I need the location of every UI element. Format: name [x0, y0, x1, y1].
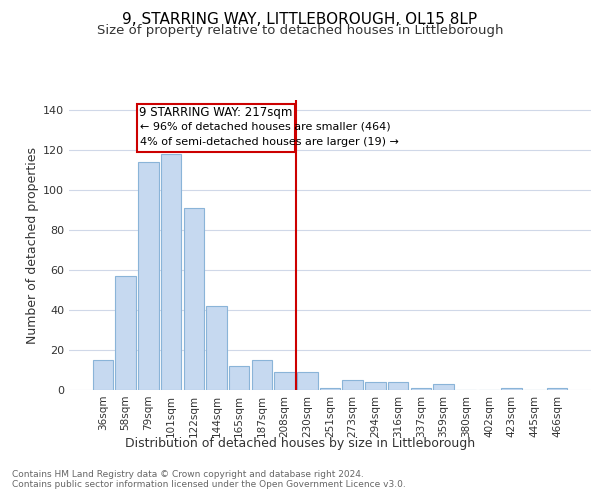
Bar — [206, 306, 227, 390]
Bar — [297, 372, 317, 390]
Text: Contains public sector information licensed under the Open Government Licence v3: Contains public sector information licen… — [12, 480, 406, 489]
Bar — [138, 162, 158, 390]
Text: Contains HM Land Registry data © Crown copyright and database right 2024.: Contains HM Land Registry data © Crown c… — [12, 470, 364, 479]
Bar — [161, 154, 181, 390]
Text: Size of property relative to detached houses in Littleborough: Size of property relative to detached ho… — [97, 24, 503, 37]
Bar — [115, 276, 136, 390]
Bar — [410, 388, 431, 390]
Text: Distribution of detached houses by size in Littleborough: Distribution of detached houses by size … — [125, 438, 475, 450]
Bar — [343, 380, 363, 390]
Text: 9 STARRING WAY: 217sqm: 9 STARRING WAY: 217sqm — [139, 106, 293, 119]
Bar — [229, 366, 250, 390]
FancyBboxPatch shape — [137, 104, 295, 152]
Bar — [365, 382, 386, 390]
Bar — [251, 360, 272, 390]
Text: 4% of semi-detached houses are larger (19) →: 4% of semi-detached houses are larger (1… — [140, 137, 399, 147]
Bar — [502, 388, 522, 390]
Bar — [547, 388, 567, 390]
Bar — [93, 360, 113, 390]
Bar — [320, 388, 340, 390]
Y-axis label: Number of detached properties: Number of detached properties — [26, 146, 39, 344]
Text: ← 96% of detached houses are smaller (464): ← 96% of detached houses are smaller (46… — [140, 121, 391, 131]
Text: 9, STARRING WAY, LITTLEBOROUGH, OL15 8LP: 9, STARRING WAY, LITTLEBOROUGH, OL15 8LP — [122, 12, 478, 28]
Bar — [433, 384, 454, 390]
Bar — [388, 382, 409, 390]
Bar — [274, 372, 295, 390]
Bar — [184, 208, 204, 390]
